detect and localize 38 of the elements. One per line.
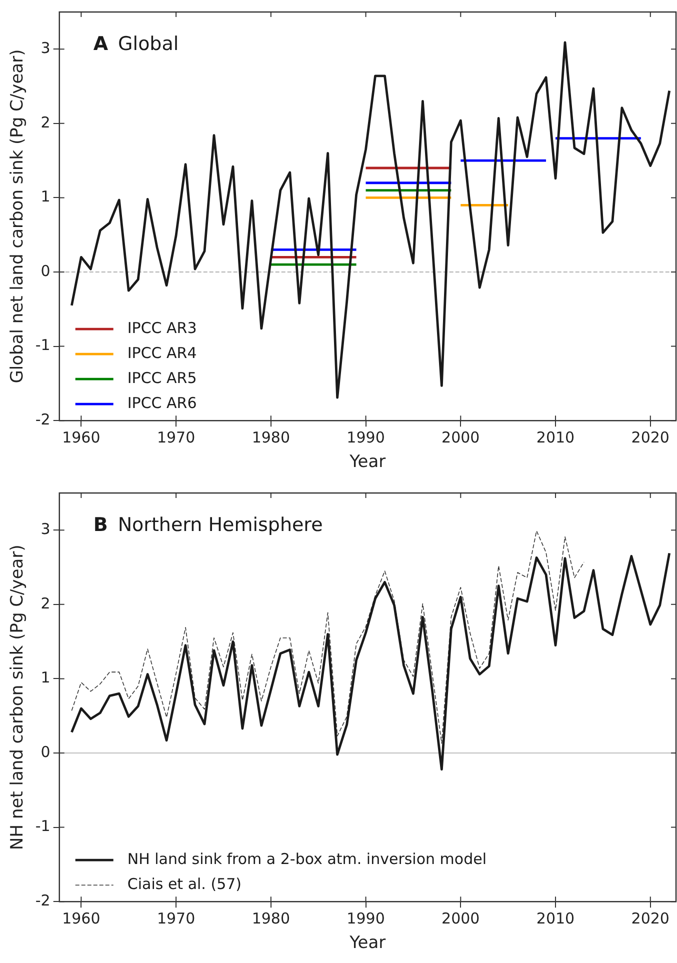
legend-label: IPCC AR5 bbox=[127, 368, 197, 387]
y-tick-label: -2 bbox=[35, 891, 50, 910]
text: B Northern Hemisphere bbox=[93, 514, 323, 536]
x-tick-label: 2010 bbox=[536, 428, 575, 446]
x-tick-label: 1960 bbox=[62, 428, 100, 446]
x-tick-label: 1980 bbox=[252, 909, 290, 928]
y-tick-label: 1 bbox=[40, 668, 50, 687]
y-tick-label: 0 bbox=[40, 262, 50, 280]
x-axis-title: Year bbox=[348, 933, 386, 954]
x-tick-label: 1990 bbox=[346, 428, 385, 446]
x-tick-label: 1990 bbox=[346, 909, 385, 928]
legend-label: NH land sink from a 2-box atm. inversion model bbox=[127, 850, 487, 868]
text: A Global bbox=[93, 33, 179, 55]
y-axis-title: Global net land carbon sink (Pg C/year) bbox=[8, 49, 28, 384]
x-tick-label: 2000 bbox=[442, 428, 480, 446]
y-tick-label: 1 bbox=[40, 188, 50, 206]
y-tick-label: -1 bbox=[35, 336, 50, 354]
y-tick-label: 0 bbox=[40, 742, 50, 761]
y-tick-label: 2 bbox=[40, 594, 50, 612]
y-tick-label: -2 bbox=[35, 410, 50, 428]
y-tick-label: -1 bbox=[35, 817, 50, 836]
legend-label: IPCC AR3 bbox=[127, 318, 197, 337]
y-axis-title: NH net land carbon sink (Pg C/year) bbox=[8, 544, 28, 850]
x-axis-title: Year bbox=[348, 452, 386, 472]
legend-label: IPCC AR6 bbox=[127, 394, 197, 412]
y-tick-label: 3 bbox=[40, 39, 50, 58]
legend-label: Ciais et al. (57) bbox=[127, 874, 242, 893]
x-tick-label: 1970 bbox=[156, 428, 196, 446]
x-tick-label: 1970 bbox=[156, 909, 196, 928]
x-tick-label: 1980 bbox=[252, 428, 290, 446]
y-tick-label: 3 bbox=[40, 520, 50, 538]
legend-label: IPCC AR4 bbox=[127, 344, 197, 362]
y-tick-label: 2 bbox=[40, 113, 50, 132]
x-tick-label: 1960 bbox=[62, 909, 100, 928]
x-tick-label: 2000 bbox=[442, 909, 480, 928]
x-tick-label: 2010 bbox=[536, 909, 575, 928]
x-tick-label: 2020 bbox=[631, 428, 670, 446]
x-tick-label: 2020 bbox=[631, 909, 670, 928]
